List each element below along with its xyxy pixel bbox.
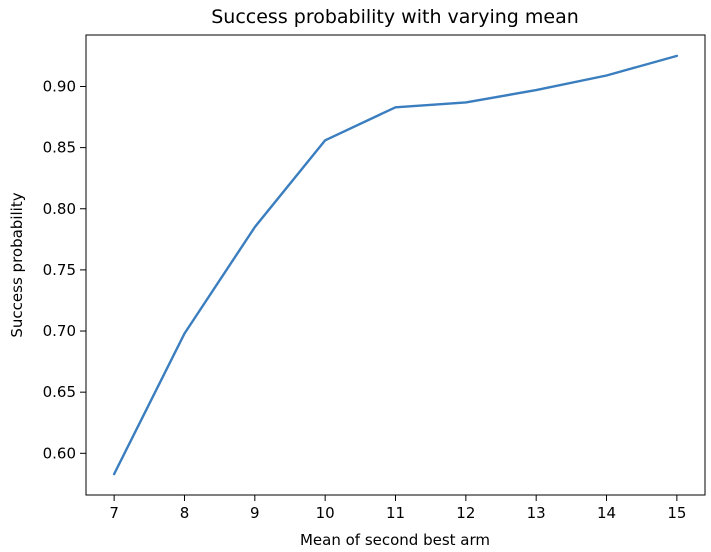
data-points (114, 55, 677, 475)
chart-title: Success probability with varying mean (211, 6, 579, 28)
y-tick-label: 0.80 (43, 200, 76, 218)
x-tick-label: 13 (527, 504, 546, 522)
y-tick-label: 0.65 (43, 383, 76, 401)
y-tick-label: 0.70 (43, 322, 76, 340)
x-tick-label: 9 (250, 504, 260, 522)
x-tick-label: 14 (597, 504, 616, 522)
y-tick-label: 0.90 (43, 77, 76, 95)
x-axis: 7 8 9 10 11 12 13 14 15 (109, 495, 686, 522)
x-tick-label: 7 (109, 504, 119, 522)
x-tick-label: 15 (667, 504, 686, 522)
y-axis: 0.60 0.65 0.70 0.75 0.80 0.85 0.90 (43, 77, 86, 462)
x-tick-label: 11 (386, 504, 405, 522)
y-tick-label: 0.75 (43, 261, 76, 279)
series-line (112, 54, 679, 476)
y-axis-label: Success probability (8, 192, 26, 337)
x-axis-label: Mean of second best arm (300, 531, 490, 549)
x-tick-label: 10 (316, 504, 335, 522)
x-tick-label: 8 (180, 504, 190, 522)
y-tick-label: 0.60 (43, 444, 76, 462)
x-tick-label: 12 (456, 504, 475, 522)
y-tick-label: 0.85 (43, 139, 76, 157)
plot-area (85, 34, 706, 496)
